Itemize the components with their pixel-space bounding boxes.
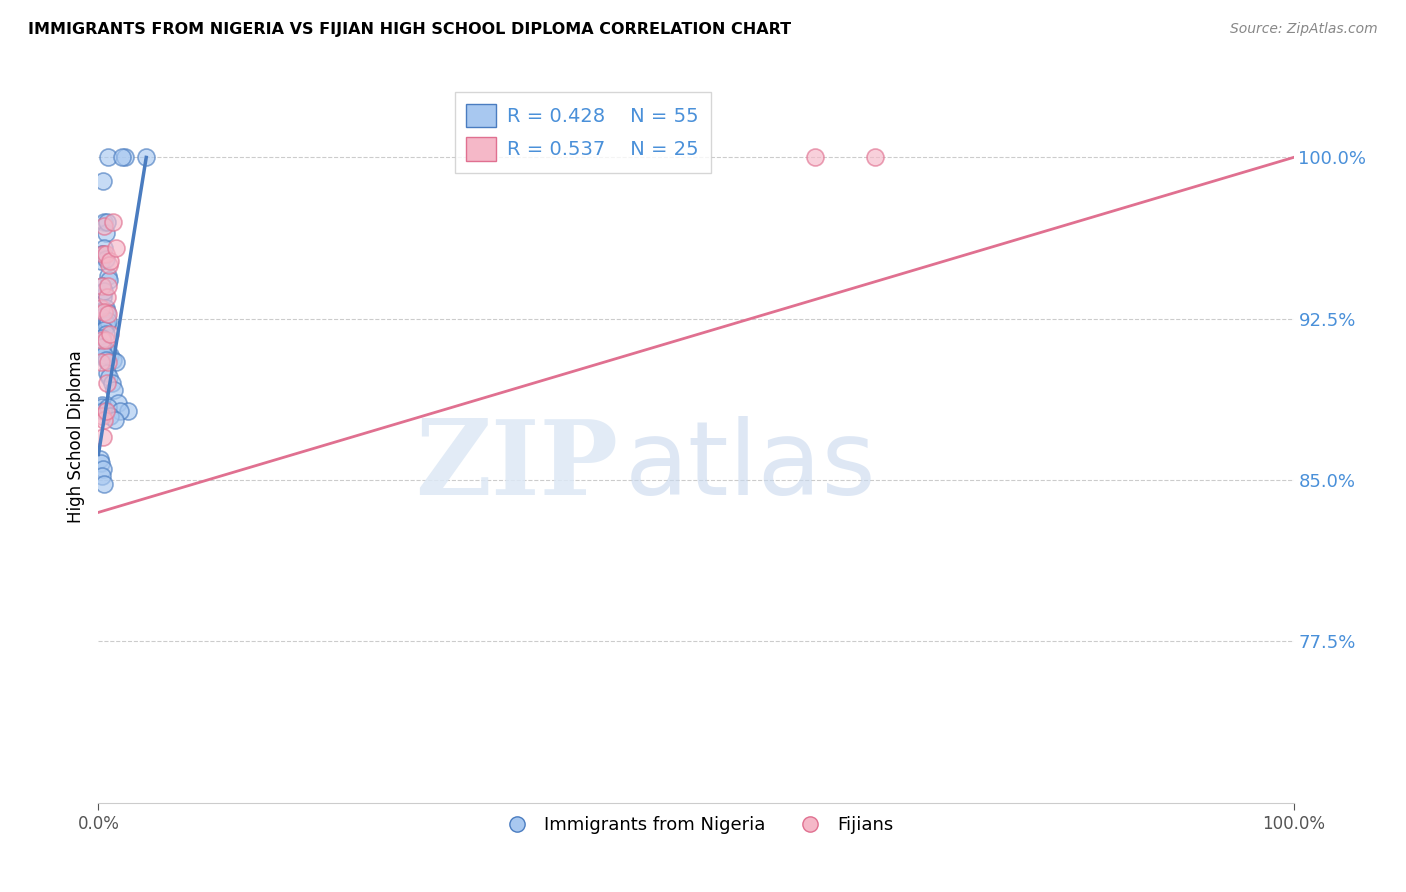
Point: [91, 247, 114, 261]
Point: [93, 215, 115, 229]
Point: [91, 310, 114, 324]
Point: [100, 376, 122, 391]
Point: [93, 413, 115, 427]
Point: [91, 462, 114, 476]
Point: [90, 456, 112, 470]
Point: [108, 404, 131, 418]
Point: [865, 150, 887, 164]
Point: [91, 430, 114, 444]
Point: [96, 344, 118, 359]
Point: [90, 253, 112, 268]
Point: [103, 383, 125, 397]
Point: [97, 150, 120, 164]
Point: [91, 314, 114, 328]
Point: [90, 355, 112, 369]
Point: [94, 352, 117, 367]
Point: [117, 404, 139, 418]
Point: [91, 468, 114, 483]
Legend: Immigrants from Nigeria, Fijians: Immigrants from Nigeria, Fijians: [491, 809, 901, 841]
Point: [96, 290, 118, 304]
Point: [93, 348, 115, 362]
Point: [98, 258, 121, 272]
Point: [97, 268, 120, 283]
Text: Source: ZipAtlas.com: Source: ZipAtlas.com: [1230, 22, 1378, 37]
Point: [111, 150, 134, 164]
Point: [91, 400, 114, 414]
Point: [89, 451, 111, 466]
Point: [97, 314, 120, 328]
Point: [97, 308, 120, 322]
Point: [98, 273, 121, 287]
Y-axis label: High School Diploma: High School Diploma: [66, 351, 84, 524]
Point: [97, 279, 120, 293]
Point: [101, 352, 124, 367]
Point: [93, 219, 115, 234]
Point: [91, 247, 114, 261]
Point: [91, 340, 114, 354]
Point: [804, 150, 827, 164]
Point: [96, 318, 118, 333]
Point: [104, 413, 127, 427]
Point: [91, 279, 114, 293]
Point: [107, 395, 129, 409]
Point: [96, 376, 118, 391]
Point: [91, 398, 114, 412]
Point: [96, 215, 118, 229]
Text: atlas: atlas: [624, 416, 876, 516]
Point: [114, 150, 136, 164]
Point: [94, 326, 117, 341]
Point: [98, 348, 122, 362]
Point: [91, 331, 114, 345]
Point: [97, 400, 120, 414]
Point: [96, 366, 118, 380]
Point: [91, 247, 114, 261]
Point: [93, 284, 115, 298]
Point: [91, 279, 114, 293]
Point: [98, 326, 122, 341]
Point: [94, 301, 117, 315]
Point: [91, 404, 114, 418]
Point: [93, 477, 115, 491]
Point: [135, 150, 157, 164]
Point: [105, 355, 128, 369]
Point: [98, 253, 122, 268]
Point: [93, 241, 115, 255]
Point: [91, 290, 114, 304]
Point: [91, 409, 114, 423]
Point: [98, 409, 122, 423]
Point: [98, 369, 121, 384]
Point: [93, 311, 115, 326]
Text: IMMIGRANTS FROM NIGERIA VS FIJIAN HIGH SCHOOL DIPLOMA CORRELATION CHART: IMMIGRANTS FROM NIGERIA VS FIJIAN HIGH S…: [28, 22, 792, 37]
Point: [94, 252, 117, 266]
Point: [93, 322, 115, 336]
Point: [97, 355, 120, 369]
Point: [96, 305, 118, 319]
Point: [91, 333, 114, 347]
Point: [94, 404, 117, 418]
Point: [91, 340, 114, 354]
Point: [91, 174, 114, 188]
Point: [90, 301, 112, 315]
Point: [94, 316, 117, 330]
Point: [101, 215, 124, 229]
Point: [94, 247, 117, 261]
Text: ZIP: ZIP: [415, 416, 619, 517]
Point: [94, 226, 117, 240]
Point: [93, 305, 115, 319]
Point: [94, 333, 117, 347]
Point: [105, 241, 128, 255]
